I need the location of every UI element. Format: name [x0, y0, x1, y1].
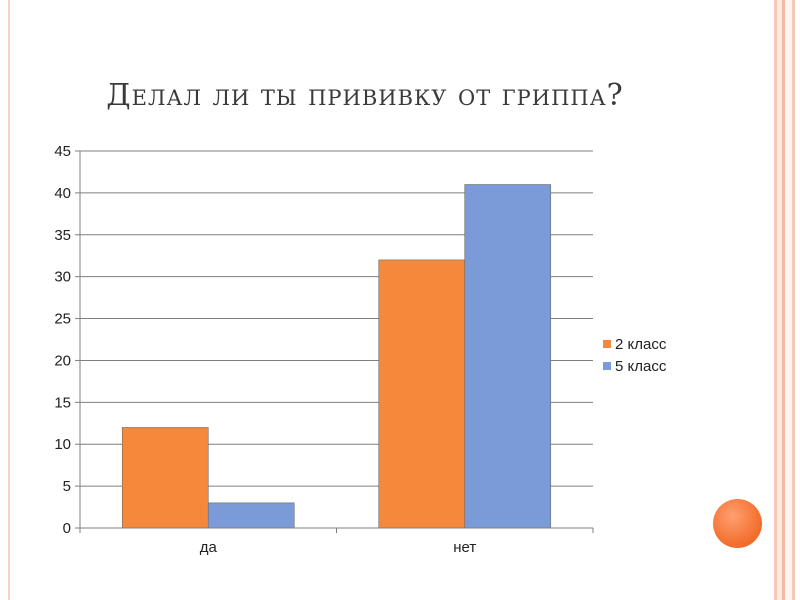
y-tick-label-9: 45	[54, 143, 71, 160]
bar-да-series-1	[207, 502, 295, 529]
y-tick-label-6: 30	[54, 269, 71, 286]
decorative-orange-circle	[713, 499, 762, 548]
y-tick-label-2: 10	[54, 436, 71, 453]
bar-да-series-0	[121, 427, 209, 529]
slide-title: Делал ли ты прививку от гриппа?	[0, 78, 730, 113]
chart-legend: 2 класс 5 класс	[603, 333, 666, 377]
y-tick-label-1: 5	[63, 478, 71, 495]
y-tick-label-3: 15	[54, 394, 71, 411]
legend-label-series-1: 5 класс	[615, 357, 667, 375]
decorative-stripes	[770, 0, 800, 600]
bar-нет-series-0	[378, 259, 466, 529]
legend-item-series-1: 5 класс	[603, 355, 666, 377]
y-tick-label-0: 0	[63, 520, 71, 537]
legend-item-series-0: 2 класс	[603, 333, 666, 355]
y-tick-label-7: 35	[54, 227, 71, 244]
y-tick-label-4: 20	[54, 352, 71, 369]
bar-нет-series-1	[464, 184, 552, 529]
legend-swatch-series-1	[603, 362, 611, 370]
y-tick-label-5: 25	[54, 311, 71, 328]
slide-title-text: Делал ли ты прививку от гриппа?	[106, 78, 624, 113]
legend-swatch-series-0	[603, 340, 611, 348]
x-tick-label-1: нет	[453, 539, 476, 556]
x-tick-label-0: да	[200, 539, 218, 556]
legend-label-series-0: 2 класс	[615, 335, 667, 353]
y-tick-label-8: 40	[54, 185, 71, 202]
